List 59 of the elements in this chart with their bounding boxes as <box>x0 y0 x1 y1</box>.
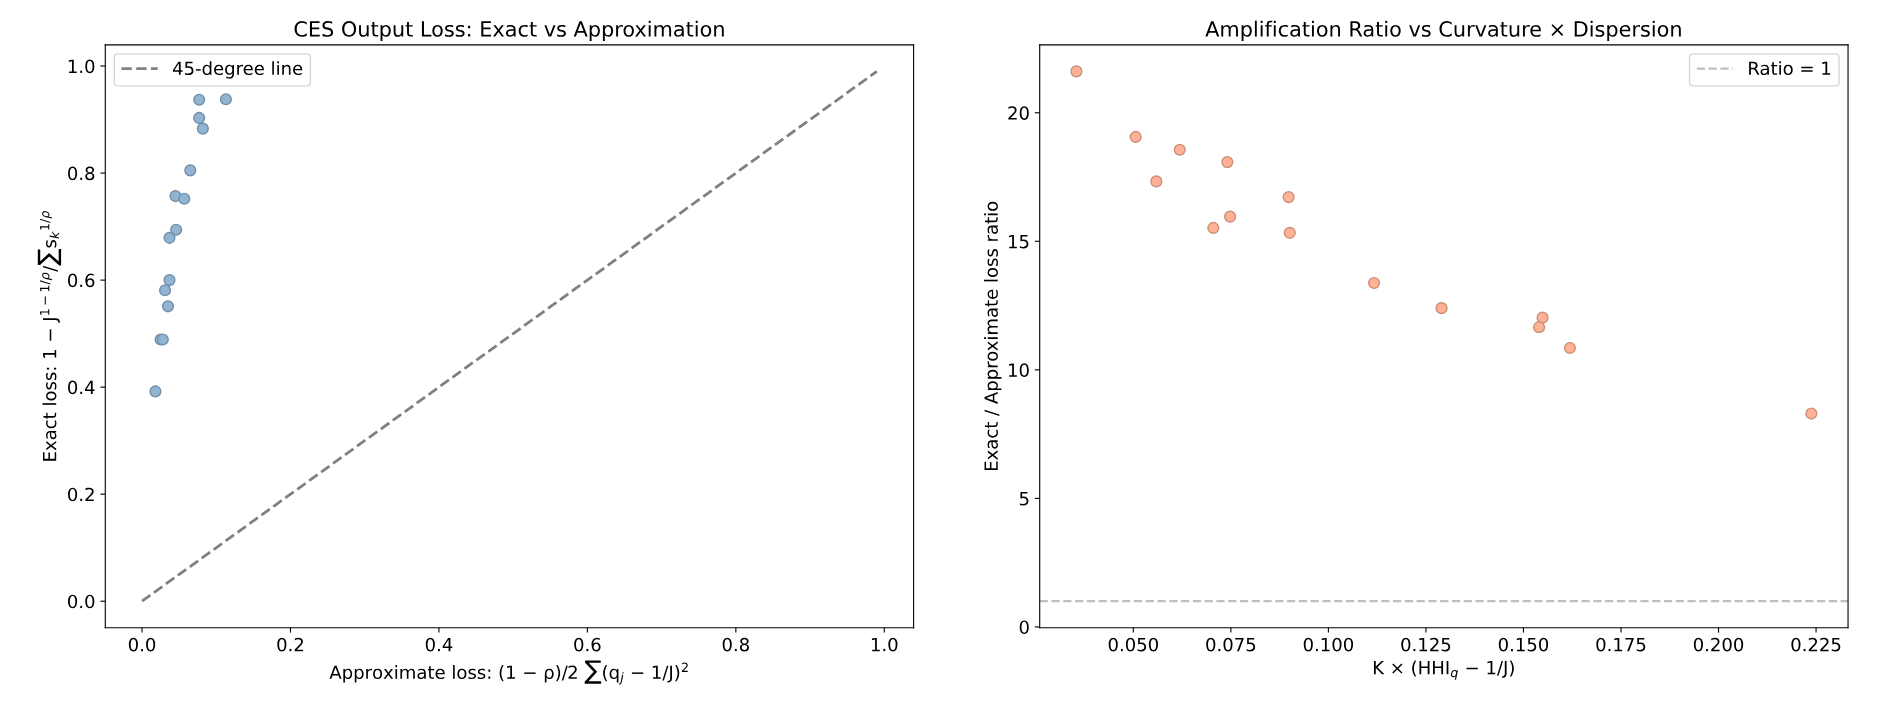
point <box>149 385 162 398</box>
point <box>163 231 176 244</box>
x-tick-label: 0.2 <box>277 637 304 652</box>
point <box>158 284 172 297</box>
point <box>219 93 232 106</box>
point <box>161 300 175 313</box>
point <box>1224 210 1237 223</box>
point <box>184 164 197 177</box>
point <box>170 223 183 236</box>
x-axis-title: Approximate loss: (1 − ρ)/2 ∑(q$_{j}$ − 1/J)$^{2}$ <box>329 660 688 685</box>
y-tick-label: 0.0 <box>68 594 95 609</box>
x-tick-label: 0.050 <box>1108 637 1158 652</box>
point <box>193 93 206 106</box>
point <box>1805 407 1818 420</box>
x-tick-label: 0.6 <box>574 637 601 652</box>
x-tick-label: 1.0 <box>871 637 898 652</box>
point <box>193 111 206 125</box>
x-tick-label: 0.125 <box>1401 637 1451 652</box>
point <box>1173 143 1186 156</box>
x-axis-title: K × (HHI$_{q}$ − 1/J) <box>1373 660 1514 680</box>
x-tick-label: 0.8 <box>722 637 749 652</box>
point <box>1563 341 1576 355</box>
y-tick-label: 0.8 <box>68 166 95 181</box>
y-tick-label: 15 <box>1009 235 1029 249</box>
x-tick-label: 0.100 <box>1303 637 1354 652</box>
x-tick-label: 0.075 <box>1206 637 1256 652</box>
x-tick-label: 0.200 <box>1693 637 1744 652</box>
y-tick-label: 5 <box>1019 492 1029 506</box>
point <box>1532 321 1546 334</box>
y-tick-label: 0.6 <box>68 273 95 288</box>
point <box>1221 156 1234 169</box>
x-tick-label: 0.175 <box>1596 637 1646 652</box>
point <box>196 122 209 135</box>
x-tick-label: 0.150 <box>1498 637 1549 652</box>
point <box>1282 191 1295 204</box>
point <box>1207 221 1220 235</box>
chart-title: CES Output Loss: Exact vs Approximation <box>294 20 724 41</box>
point <box>1150 175 1163 188</box>
point <box>163 274 176 287</box>
point <box>1435 302 1448 315</box>
x-tick-label: 0.4 <box>425 637 453 652</box>
y-tick-label: 0.2 <box>68 487 94 502</box>
y-axis-title: Exact loss: 1 − J$^{1−1/ρ}$/∑s$_{k}$$^{1/ρ}$ <box>37 211 62 461</box>
chart-title: Amplification Ratio vs Curvature × Dispersion <box>1205 20 1681 41</box>
x-tick-label: 0.0 <box>128 637 156 652</box>
legend-label: 45-degree line <box>172 61 303 79</box>
point <box>1129 130 1142 143</box>
y-tick-label: 1.0 <box>68 59 95 74</box>
y-tick-label: 10 <box>1009 363 1029 377</box>
point <box>1367 276 1381 290</box>
point <box>178 192 191 205</box>
legend-label: Ratio = 1 <box>1749 61 1831 76</box>
point <box>1070 65 1083 78</box>
point <box>1283 226 1296 239</box>
y-tick-label: 0 <box>1019 620 1029 635</box>
y-axis-title: Exact / Approximate loss ratio <box>983 201 1002 471</box>
y-tick-label: 0.4 <box>68 380 95 395</box>
x-tick-label: 0.225 <box>1791 637 1841 652</box>
y-tick-label: 20 <box>1008 106 1029 120</box>
